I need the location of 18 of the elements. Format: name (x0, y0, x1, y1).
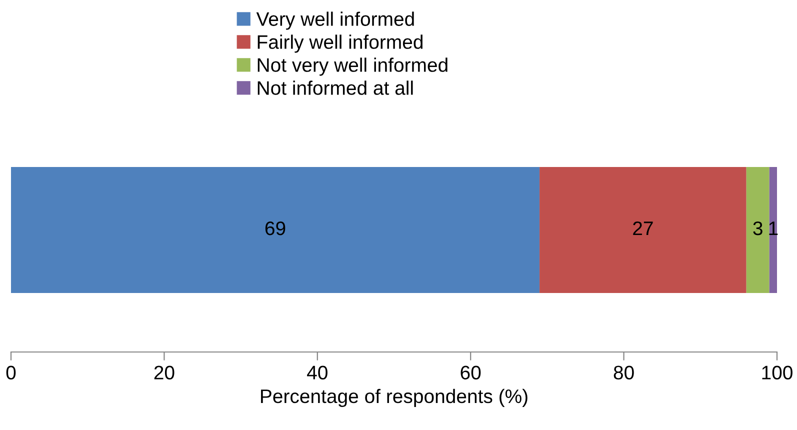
data-label: 27 (633, 221, 653, 236)
x-tick-label: 60 (460, 366, 481, 380)
x-tick-label: 40 (307, 366, 328, 380)
bar (11, 167, 540, 293)
x-tick-label: 0 (6, 366, 16, 380)
x-tick-label: 20 (154, 366, 174, 380)
bar (540, 167, 746, 293)
legend-label: Very well informed (256, 12, 414, 30)
bar (769, 167, 777, 293)
x-axis-title: Percentage of respondents (%) (261, 388, 528, 407)
data-label: 3 (753, 221, 762, 236)
data-label: 69 (265, 221, 286, 236)
x-tick-label: 100 (762, 366, 792, 380)
legend-label: Fairly well informed (258, 34, 422, 53)
x-tick-label: 80 (614, 366, 634, 380)
legend-label: Not very well informed (258, 58, 448, 76)
bar (746, 167, 770, 293)
legend-label: Not informed at all (258, 80, 413, 95)
